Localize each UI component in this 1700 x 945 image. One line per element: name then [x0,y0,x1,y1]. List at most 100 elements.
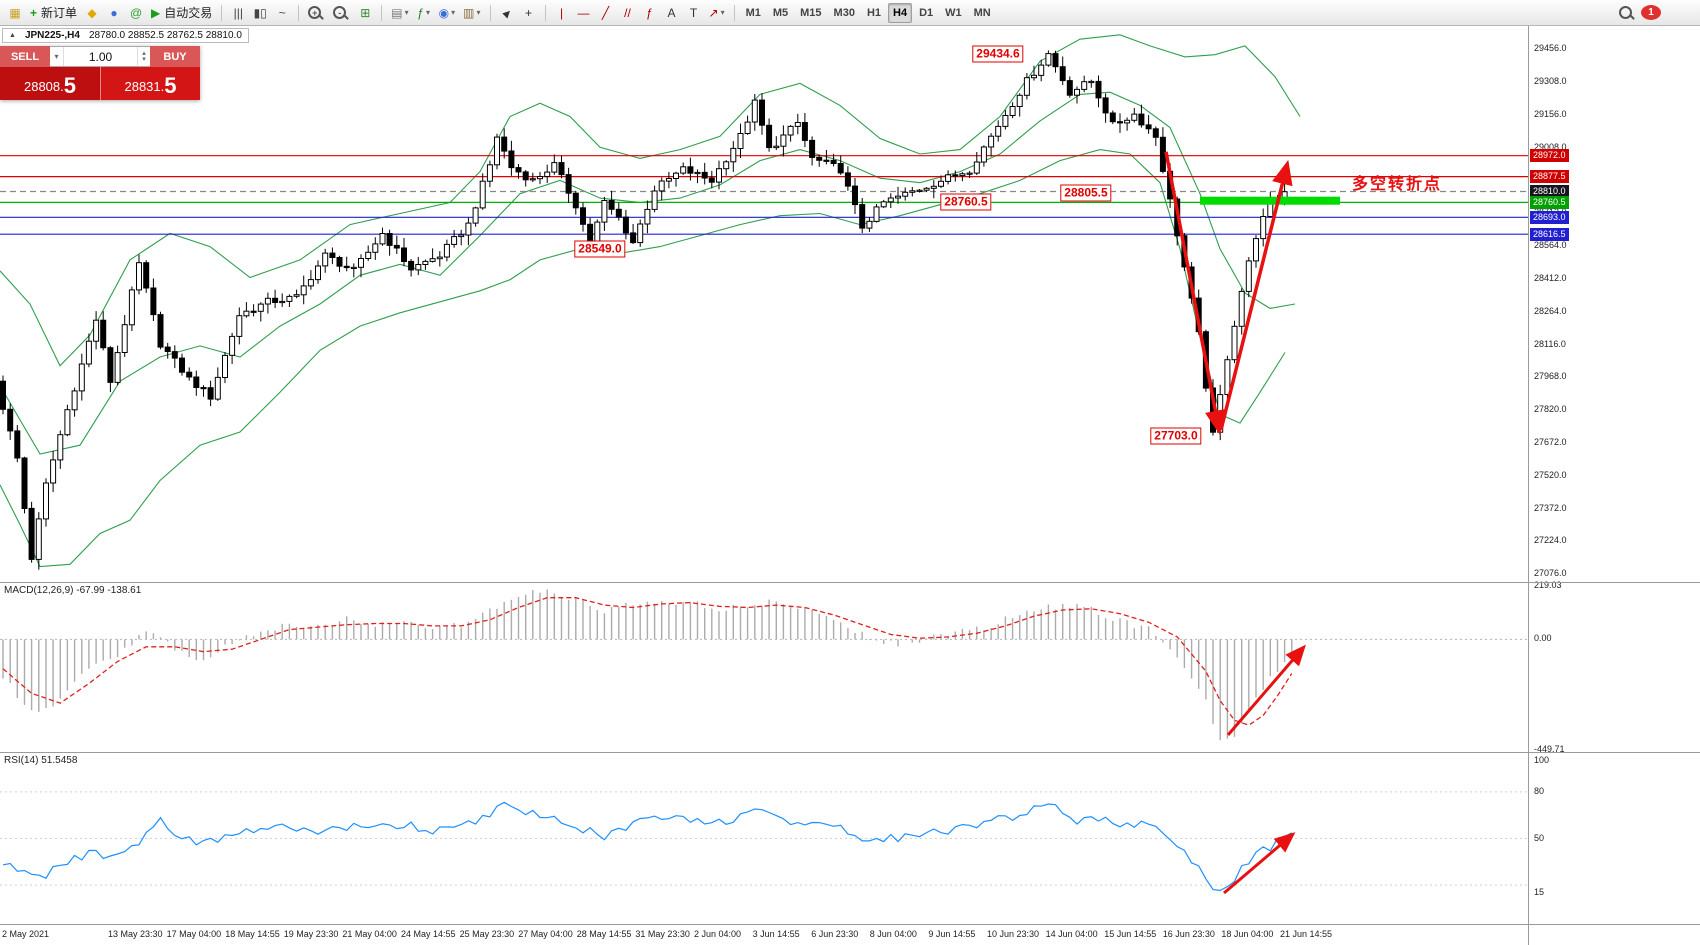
symbol-info-bar: ▲ JPN225-,H4 28780.0 28852.5 28762.5 288… [2,28,249,43]
time-tick-label: 6 Jun 23:30 [811,929,859,939]
sell-button[interactable]: SELL [0,46,50,67]
pane-separator[interactable] [0,752,1700,753]
main-chart-pane[interactable]: ▲ JPN225-,H4 28780.0 28852.5 28762.5 288… [0,26,1528,582]
bar-chart-icon[interactable]: ||| [228,3,248,23]
search-icon[interactable] [1616,3,1639,23]
trendline-icon: ╱ [601,5,610,20]
time-tick-label: 18 Jun 04:00 [1221,929,1274,939]
templates-button[interactable]: ▥ ▾ [460,3,483,23]
search-icon [1619,6,1632,19]
toolbar-separator [733,4,735,21]
chinese-annotation[interactable]: 多空转折点 [1352,176,1443,194]
charts-profile-icon[interactable]: ◆ [82,3,102,23]
label-icon: T [689,5,698,20]
tf-d1[interactable]: D1 [919,6,934,19]
candlestick-chart[interactable] [0,26,1528,582]
candlestick-chart-icon[interactable]: ▮▯ [250,3,270,23]
volume-dropdown-icon[interactable]: ▾ [50,47,64,66]
notification-badge[interactable]: 1 [1641,5,1661,20]
axis-tick-label: 29308.0 [1534,75,1567,86]
fibonacci-icon[interactable]: ƒ [640,3,660,23]
price-annotation[interactable]: 28760.5 [940,193,992,211]
axis-tick-label: 27520.0 [1534,470,1567,481]
chevron-down-icon: ▾ [476,8,481,17]
arrows-icon[interactable]: ↗ ▾ [706,3,728,23]
trendline-icon[interactable]: ╱ [596,3,616,23]
axis-tick-label: 29008.0 [1534,141,1567,152]
buy-button[interactable]: BUY [150,46,200,67]
crosshair-icon[interactable]: + [519,3,539,23]
label-icon[interactable]: T [684,3,704,23]
price-annotation[interactable]: 27703.0 [1150,427,1202,445]
charts-profile-icon: ◆ [87,5,97,20]
market-watch-icon[interactable]: ● [104,3,124,23]
chevron-down-icon: ▾ [425,8,430,17]
plus-icon: + [30,5,38,20]
new-chart-icon[interactable]: ▤ ▾ [388,3,411,23]
tf-m15[interactable]: M15 [800,6,822,19]
sell-price-main: 28808. [23,79,64,94]
ohlc-values: 28780.0 28852.5 28762.5 28810.0 [88,30,242,41]
time-tick-label: 19 May 23:30 [283,929,339,939]
sell-price[interactable]: 28808. 5 [0,67,100,100]
axis-tick-label: 27968.0 [1534,371,1567,382]
arrows-icon: ↗ [708,5,719,20]
tf-h1[interactable]: H1 [866,6,882,19]
line-chart-icon[interactable]: ~ [272,3,292,23]
volume-up-icon[interactable]: ▴ [142,49,146,57]
axis-tick-label: 27224.0 [1534,535,1567,546]
time-axis[interactable]: 2 May 2021 13 May 23:30 17 May 04:00 18 May… [0,925,1528,945]
autotrading-button-label: 自动交易 [164,6,213,20]
tf-h4[interactable]: H4 [888,2,913,23]
chevron-down-icon: ▾ [404,8,409,17]
tf-m5[interactable]: M5 [772,6,789,19]
tile-windows-icon[interactable]: ⊞ [355,3,375,23]
autotrading-button[interactable]: ▶ 自动交易 [148,3,215,23]
horizontal-line-icon[interactable]: — [574,3,594,23]
volume-value[interactable]: 1.00 [88,49,113,64]
toolbar-separator [221,4,223,21]
tf-m1[interactable]: M1 [745,6,761,19]
axis-tick-label: 28412.0 [1534,273,1567,284]
time-tick-label: 28 May 14:55 [576,929,632,939]
price-label-box: 28693.0 [1530,210,1569,224]
pane-separator [0,924,1700,925]
toolbar: ▦ + 新订单 ◆ ● @ ▶ 自动交易 ||| ▮▯ ~ + - ⊞ ▤ ▾ ƒ ▾ ◉ ▾ ▥ ▾ ► + | — ╱//ƒ A T… [0,0,1700,26]
indicators-button[interactable]: ƒ ▾ [414,3,434,23]
price-axis[interactable]: 29456.029308.029156.029008.028860.028712… [1529,26,1700,945]
zoom-in-icon[interactable]: + [305,3,328,23]
pane-separator[interactable] [0,582,1700,583]
tf-mn[interactable]: MN [973,6,991,19]
chart-window-icon[interactable]: ▦ [5,3,25,23]
periods-button[interactable]: ◉ ▾ [436,3,459,23]
axis-tick-label: -449.71 [1534,743,1565,754]
volume-field[interactable]: ▾ 1.00 ▴ ▾ [50,46,150,67]
buy-price[interactable]: 28831. 5 [100,67,200,100]
axis-tick-label: 28116.0 [1534,338,1566,349]
navigator-icon[interactable]: @ [126,3,146,23]
axis-tick-label: 219.03 [1534,579,1562,590]
macd-pane[interactable]: MACD(12,26,9) -67.99 -138.61 [0,583,1528,752]
channel-icon[interactable]: // [618,3,638,23]
time-tick-label: 21 May 04:00 [342,929,397,939]
time-tick-label: 25 May 23:30 [459,929,515,939]
zoom-out-icon: - [333,6,347,19]
price-annotation[interactable]: 28805.5 [1060,184,1112,201]
rsi-pane[interactable]: RSI(14) 51.5458 [0,753,1528,924]
new-order-button[interactable]: + 新订单 [27,3,80,23]
vertical-line-icon: | [559,5,564,20]
tf-w1[interactable]: W1 [945,6,962,19]
text-icon[interactable]: A [662,3,682,23]
zoom-out-icon[interactable]: - [330,3,353,23]
new-chart-icon: ▤ [391,5,403,20]
price-annotation[interactable]: 28549.0 [574,240,626,258]
cursor-icon[interactable]: ► [497,3,517,23]
collapse-triangle-icon[interactable]: ▲ [9,32,16,39]
price-annotation[interactable]: 29434.6 [972,45,1024,63]
volume-spinner[interactable]: ▴ ▾ [137,47,150,66]
vertical-line-icon[interactable]: | [552,3,572,23]
price-label-box: 28616.5 [1530,227,1569,241]
tf-m30[interactable]: M30 [833,6,855,19]
volume-down-icon[interactable]: ▾ [142,55,146,63]
